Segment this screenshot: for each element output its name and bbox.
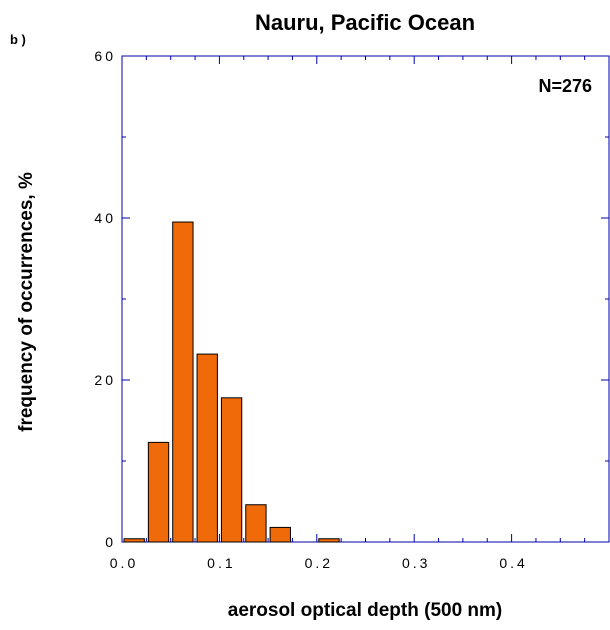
- y-tick-label: 40: [94, 210, 116, 226]
- histogram-bar: [172, 221, 194, 543]
- y-tick-label: 20: [94, 372, 116, 388]
- histogram-bar: [318, 538, 340, 543]
- y-tick-label: 60: [94, 48, 116, 64]
- histogram-bar: [147, 441, 170, 543]
- plot-frame: [121, 55, 610, 543]
- panel-label: b ): [10, 32, 26, 47]
- histogram-bar: [220, 397, 243, 543]
- x-tick-label: 0.1: [207, 555, 235, 571]
- sample-size-annotation: N=276: [538, 76, 592, 96]
- chart-title: Nauru, Pacific Ocean: [255, 10, 475, 35]
- histogram-bar: [245, 504, 267, 543]
- histogram-bar: [196, 353, 218, 543]
- x-axis-label: aerosol optical depth (500 nm): [228, 600, 503, 621]
- y-tick-label: 0: [105, 534, 116, 550]
- x-tick-label: 0.0: [110, 555, 138, 571]
- histogram-bar: [123, 538, 145, 543]
- y-axis-label: frequency of occurrences, %: [16, 172, 37, 432]
- x-tick-label: 0.3: [402, 555, 430, 571]
- x-tick-label: 0.2: [305, 555, 333, 571]
- bar-group: [123, 221, 340, 543]
- histogram-bar: [269, 526, 291, 543]
- tick-group: 0.0 0.1 0.2 0.3 0.4 0 20 40 60: [94, 48, 609, 571]
- x-tick-label: 0.4: [499, 555, 527, 571]
